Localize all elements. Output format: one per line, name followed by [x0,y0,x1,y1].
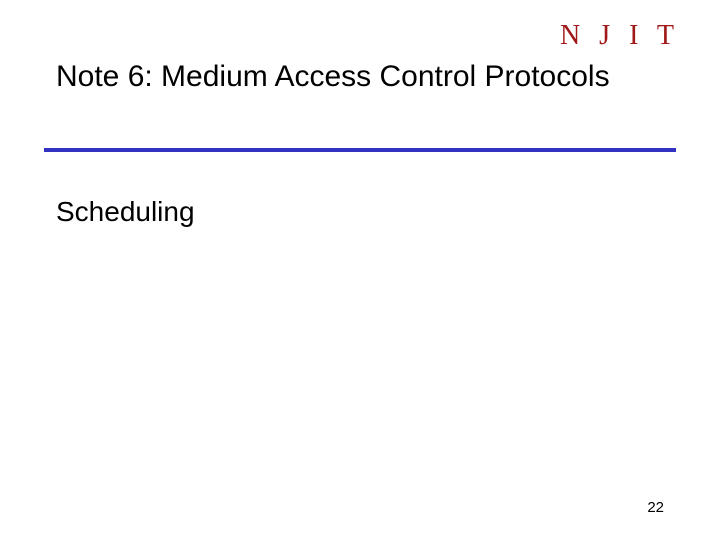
slide-subtitle: Scheduling [56,196,195,228]
logo: N J I T [560,20,680,52]
slide-title: Note 6: Medium Access Control Protocols [56,58,664,96]
title-underline [44,148,676,152]
page-number: 22 [647,499,664,516]
